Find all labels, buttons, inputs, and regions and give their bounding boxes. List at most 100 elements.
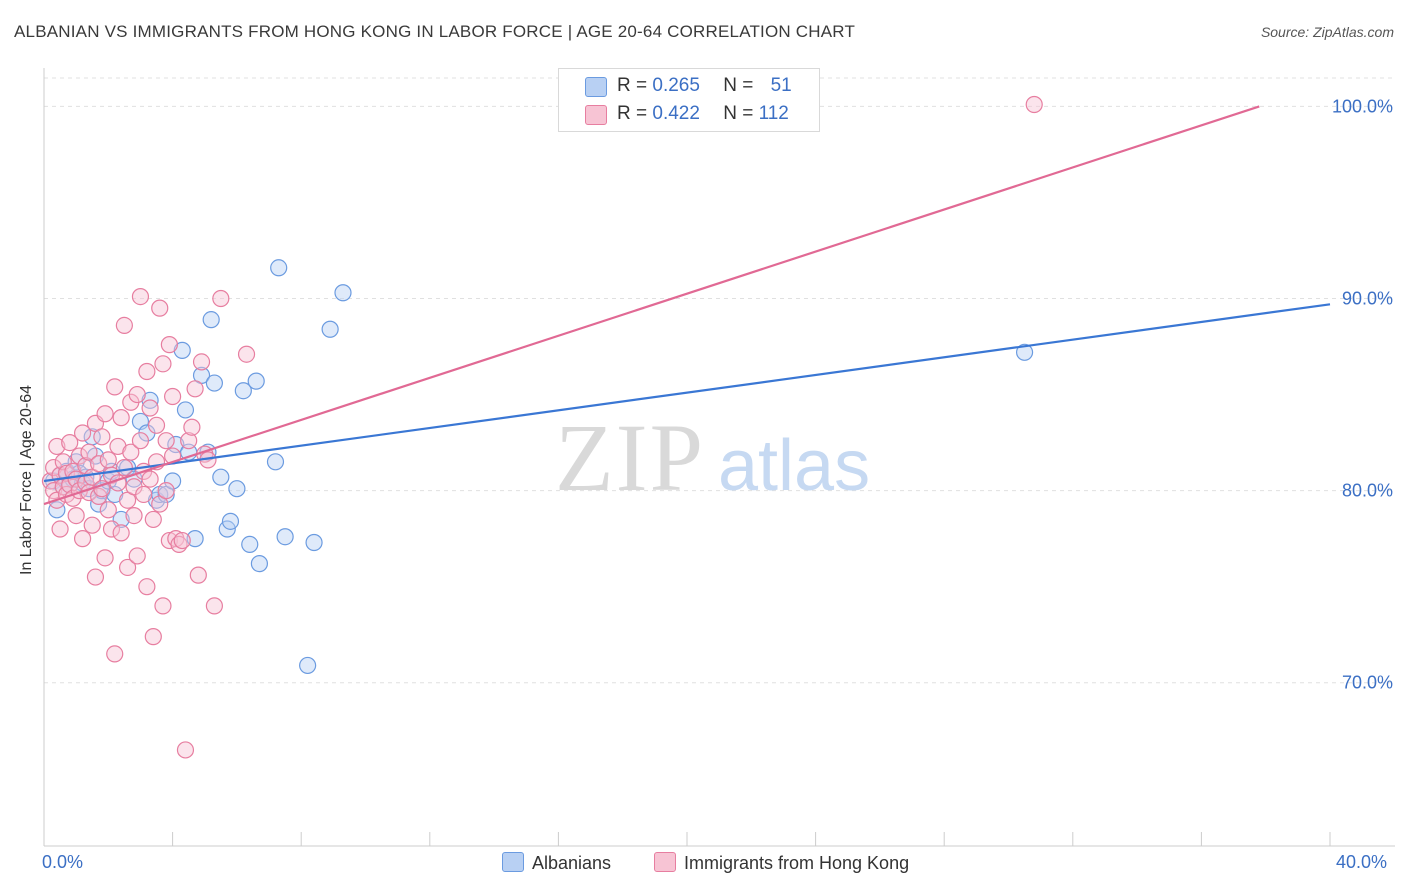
hongkong-point-50 xyxy=(122,443,140,461)
hongkong-point-75 xyxy=(164,387,182,406)
hongkong-point-91 xyxy=(1025,95,1043,114)
hongkong-point-28 xyxy=(86,568,105,586)
y-tick-label-100: 100.0% xyxy=(1332,96,1393,116)
x-tick-max: 40.0% xyxy=(1336,852,1388,872)
hongkong-point-35 xyxy=(99,451,117,469)
hongkong-point-74 xyxy=(160,531,178,550)
hongkong-point-31 xyxy=(93,428,111,446)
hongkong-point-70 xyxy=(154,597,172,615)
hongkong-point-44 xyxy=(112,524,130,542)
hongkong-point-56 xyxy=(131,432,150,450)
hongkong-point-39 xyxy=(106,378,124,396)
hongkong-point-16 xyxy=(67,506,85,525)
hongkong-point-60 xyxy=(138,578,156,596)
hongkong-point-83 xyxy=(186,380,204,398)
hongkong-point-88 xyxy=(205,597,223,615)
albanians-point-40 xyxy=(221,512,240,530)
hongkong-point-19 xyxy=(73,530,92,548)
hongkong-point-59 xyxy=(138,362,156,381)
hongkong-point-90 xyxy=(237,345,256,363)
hongkong-point-79 xyxy=(173,531,191,550)
watermark-atlas: atlas xyxy=(718,426,870,506)
hongkong-point-82 xyxy=(183,418,201,436)
albanians-point-38 xyxy=(212,468,230,486)
hongkong-swatch xyxy=(585,105,607,125)
hongkong-point-73 xyxy=(160,336,178,354)
hongkong-point-58 xyxy=(135,485,153,504)
albanians-point-44 xyxy=(247,372,265,390)
hongkong-point-89 xyxy=(212,289,230,308)
hongkong-point-11 xyxy=(61,433,79,452)
hongkong-point-34 xyxy=(96,405,114,423)
hongkong-point-54 xyxy=(128,547,146,565)
albanians-point-48 xyxy=(276,528,294,546)
albanians-point-45 xyxy=(250,555,269,573)
source-credit: Source: ZipAtlas.com xyxy=(1260,24,1394,40)
hongkong-point-46 xyxy=(115,458,133,477)
hongkong-point-67 xyxy=(151,299,169,317)
hongkong-trend-line xyxy=(43,105,1260,506)
hongkong-point-33 xyxy=(96,549,114,567)
hongkong-point-62 xyxy=(141,470,159,488)
albanians-trend-line xyxy=(43,303,1331,483)
hongkong-point-71 xyxy=(157,432,175,450)
albanians-point-53 xyxy=(1015,343,1034,361)
bottom-legend-albanians: Albanians xyxy=(502,852,611,874)
hongkong-point-38 xyxy=(102,520,121,538)
albanians-point-43 xyxy=(241,535,259,554)
hongkong-r-value: 0.422 xyxy=(652,103,700,124)
x-tick-min: 0.0% xyxy=(42,852,84,872)
albanians-n-value: 51 xyxy=(770,75,792,96)
chart-title: ALBANIAN VS IMMIGRANTS FROM HONG KONG IN… xyxy=(14,22,856,41)
albanians-point-41 xyxy=(228,480,246,498)
hongkong-point-63 xyxy=(144,510,162,529)
hongkong-point-26 xyxy=(83,516,101,534)
stats-legend: R = 0.265 N = 51 R = 0.422 N = 112 xyxy=(558,68,820,132)
hongkong-point-29 xyxy=(90,455,108,473)
hongkong-point-24 xyxy=(80,443,98,461)
hongkong-point-6 xyxy=(51,520,69,538)
hongkong-point-45 xyxy=(115,316,133,335)
albanians-r-value: 0.265 xyxy=(652,75,700,96)
hongkong-point-17 xyxy=(70,447,88,465)
hongkong-point-69 xyxy=(154,355,172,373)
hongkong-legend-swatch xyxy=(654,852,676,872)
hongkong-point-53 xyxy=(128,385,146,404)
albanians-point-50 xyxy=(305,533,323,552)
hongkong-n-value: 112 xyxy=(758,103,789,124)
albanians-point-47 xyxy=(270,259,288,277)
albanians-point-37 xyxy=(205,374,223,392)
albanians-point-46 xyxy=(266,453,285,471)
albanians-point-31 xyxy=(176,401,195,419)
hongkong-point-64 xyxy=(144,628,162,646)
hongkong-point-84 xyxy=(189,566,207,584)
albanians-point-52 xyxy=(334,284,352,302)
hongkong-point-72 xyxy=(157,482,175,500)
bottom-legend-hongkong: Immigrants from Hong Kong xyxy=(654,852,909,874)
watermark-zip: ZIP xyxy=(555,404,705,511)
albanians-legend-swatch xyxy=(502,852,524,872)
hongkong-point-1 xyxy=(45,482,63,500)
hongkong-point-20 xyxy=(73,424,92,442)
albanians-point-42 xyxy=(234,382,252,400)
hongkong-point-36 xyxy=(99,501,117,519)
hongkong-point-81 xyxy=(180,432,198,450)
hongkong-point-40 xyxy=(106,645,124,663)
hongkong-point-55 xyxy=(131,287,150,306)
albanians-point-33 xyxy=(186,530,204,548)
albanians-point-1 xyxy=(48,501,66,519)
hongkong-point-43 xyxy=(112,409,130,427)
albanians-point-36 xyxy=(202,311,220,329)
y-tick-label-70: 70.0% xyxy=(1342,673,1393,693)
hongkong-point-65 xyxy=(147,416,166,434)
hongkong-point-4 xyxy=(48,437,66,456)
albanians-point-51 xyxy=(321,320,339,338)
hongkong-point-61 xyxy=(141,399,159,417)
albanians-point-28 xyxy=(164,472,182,490)
hongkong-point-48 xyxy=(118,558,137,577)
hongkong-point-80 xyxy=(176,741,195,759)
y-tick-label-80: 80.0% xyxy=(1342,481,1393,501)
hongkong-point-85 xyxy=(192,353,211,371)
hongkong-point-52 xyxy=(125,506,143,525)
